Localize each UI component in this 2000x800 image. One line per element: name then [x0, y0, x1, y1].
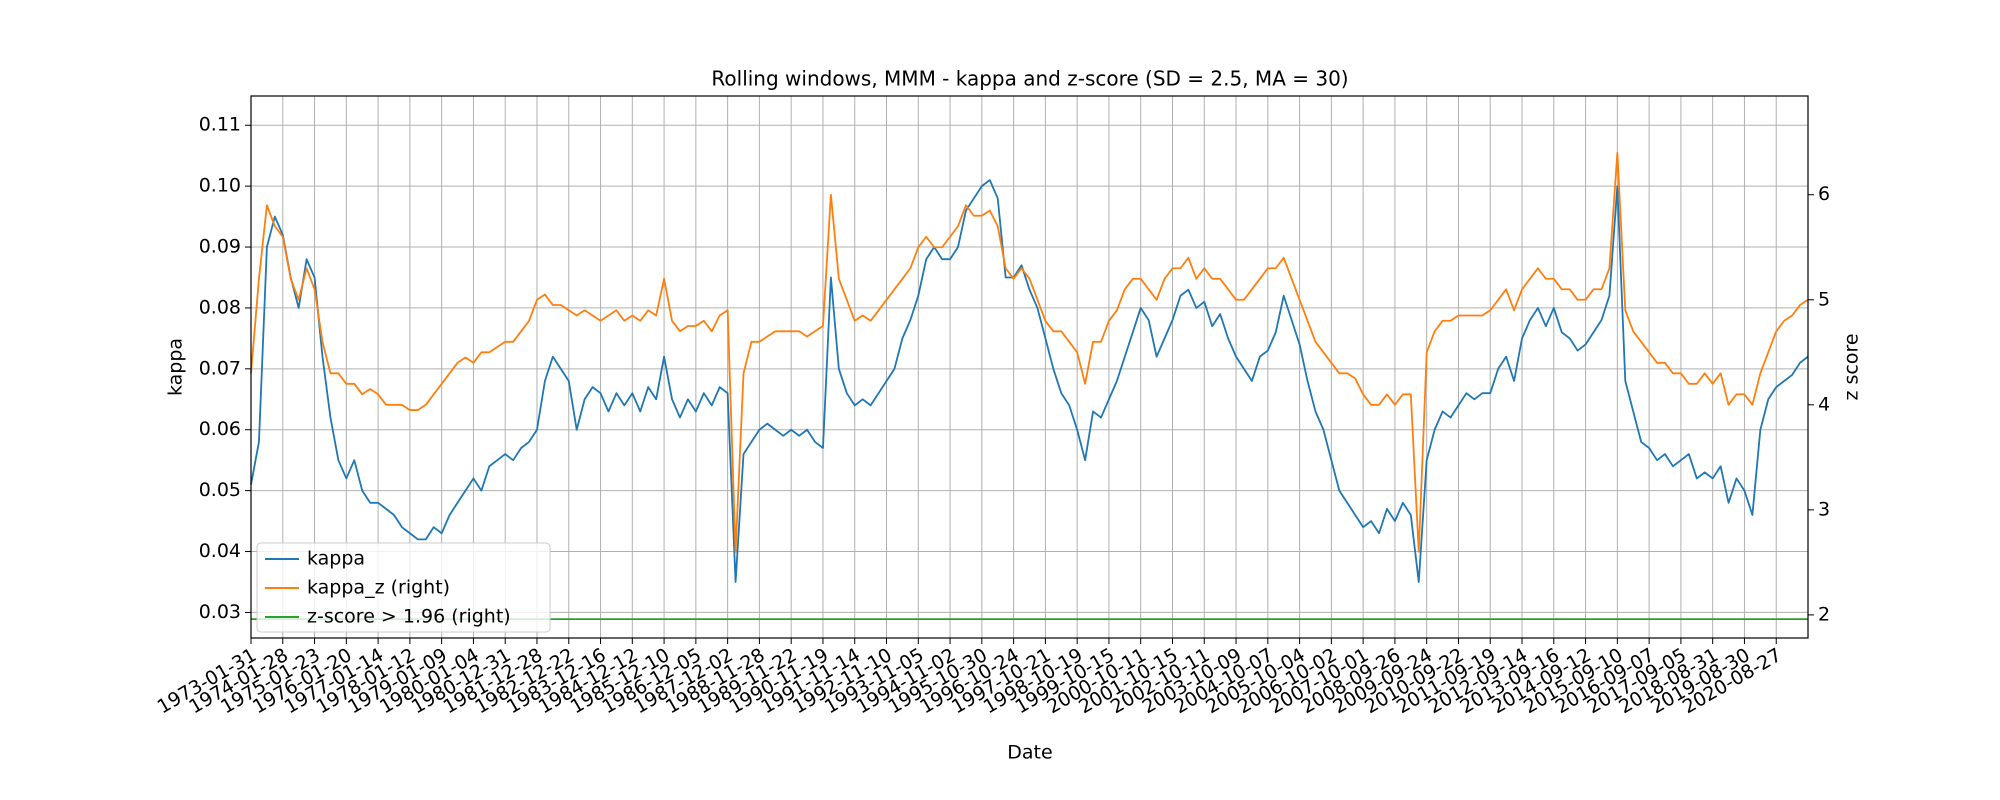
y2-axis-label: z score [1841, 333, 1863, 400]
x-axis-label: Date [1007, 742, 1052, 764]
y-tick-label: 0.03 [199, 601, 241, 623]
legend-box [256, 542, 551, 633]
y-tick-label: 0.07 [199, 357, 241, 379]
legend-label: kappa_z (right) [307, 577, 450, 599]
y2-tick-label: 4 [1818, 393, 1830, 415]
legend-label: kappa [307, 548, 365, 570]
series-line [250, 179, 1809, 583]
y-tick-label: 0.11 [199, 114, 241, 136]
y-tick-label: 0.09 [199, 236, 241, 258]
y-tick-label: 0.08 [199, 296, 241, 318]
y2-tick-label: 6 [1818, 183, 1830, 205]
y2-tick-label: 3 [1818, 498, 1830, 520]
y-tick-label: 0.05 [199, 479, 241, 501]
y-axis-label: kappa [165, 338, 187, 396]
plot-frame [250, 95, 1809, 639]
y2-tick-label: 5 [1818, 288, 1830, 310]
chart-title: Rolling windows, MMM - kappa and z-score… [711, 67, 1348, 91]
y2-tick-label: 2 [1818, 603, 1830, 625]
series-line [250, 151, 1809, 553]
y-tick-label: 0.10 [199, 175, 241, 197]
y-tick-label: 0.04 [199, 540, 241, 562]
y-tick-label: 0.06 [199, 418, 241, 440]
legend-label: z-score > 1.96 (right) [307, 606, 511, 628]
